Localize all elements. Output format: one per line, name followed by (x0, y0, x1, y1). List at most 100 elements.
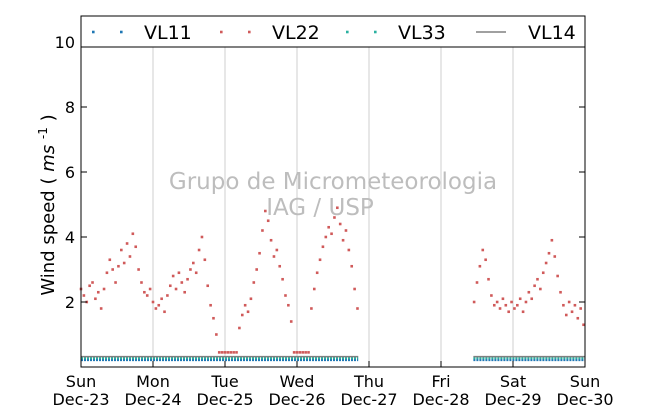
x-tick-weekday: Wed (280, 372, 315, 391)
vl22-point (478, 264, 482, 268)
vl22-point (111, 268, 114, 271)
x-tick-weekday: Tue (210, 372, 238, 391)
vl22-point (321, 245, 325, 249)
vl22-point (143, 290, 146, 294)
vl22-point (562, 303, 565, 307)
y-axis-unit-close: ) (38, 114, 59, 121)
vl22-point (310, 307, 313, 310)
vl22-point (255, 268, 258, 271)
vl22-point (582, 323, 585, 327)
vl22-point (507, 310, 510, 314)
vl22-point (312, 287, 316, 291)
vl22-point (530, 297, 534, 301)
watermark-line-1: Grupo de Micrometeorologia (169, 169, 497, 195)
vl22-point (186, 277, 189, 281)
x-tick-weekday: Mon (136, 372, 170, 391)
vl22-point (94, 297, 97, 301)
vl22-point (492, 303, 496, 307)
vl22-point (261, 229, 264, 232)
vl22-point (215, 333, 218, 336)
x-tick-weekday: Sat (500, 372, 526, 391)
x-tick-weekday: Thu (353, 372, 384, 391)
legend-marker-vl11 (92, 30, 95, 34)
legend-marker-vl33 (346, 30, 349, 34)
legend: VL11 VL22 VL33 VL14 (80, 15, 586, 48)
vl22-point (177, 271, 181, 275)
vl22-point (264, 209, 267, 213)
vl22-point (553, 255, 557, 258)
y-axis-label-text: Wind speed (38, 190, 59, 295)
x-tick-date: Dec-30 (556, 390, 613, 409)
y-axis-unit: ms (38, 145, 59, 172)
vl22-point (171, 274, 175, 278)
vl22-point (307, 351, 310, 354)
vl22-point (266, 219, 270, 223)
vl22-point (547, 251, 551, 255)
vl22-point (573, 303, 577, 307)
vl22-point (284, 294, 287, 297)
grid-lines (152, 16, 514, 367)
watermark-line-2: IAG / USP (266, 195, 374, 221)
vl22-point (472, 300, 476, 304)
vl22-point (330, 232, 333, 236)
vl22-point (475, 281, 479, 284)
vl22-point (91, 281, 94, 284)
vl22-point (516, 303, 519, 307)
vl22-point (350, 264, 354, 268)
vl22-point (183, 290, 186, 294)
vl22-point (168, 284, 172, 288)
vl22-point (481, 248, 485, 252)
y-axis-unit-exponent: -1 (36, 127, 50, 139)
axis-ticks: SunDec-23MonDec-24TueDec-25WedDec-26ThuD… (52, 33, 613, 409)
vl22-point (192, 261, 195, 265)
vl22-point (539, 287, 542, 291)
vl22-point (120, 248, 123, 252)
vl22-point (295, 351, 299, 354)
vl22-point (154, 307, 158, 310)
vl22-point (513, 307, 516, 310)
y-axis-unit-open: ( (38, 178, 59, 185)
vl22-point (550, 238, 554, 242)
vl22-point (246, 310, 250, 314)
vl22-point (570, 310, 574, 314)
vl22-point (117, 264, 120, 268)
x-tick-date: Dec-23 (52, 390, 109, 409)
vl22-point (240, 313, 244, 317)
vl22-point (203, 258, 207, 262)
vl22-point (356, 307, 359, 310)
vl22-point (197, 248, 201, 252)
vl22-point (194, 271, 198, 275)
legend-marker-vl22 (220, 30, 223, 34)
vl22-point (122, 261, 126, 265)
x-tick-date: Dec-28 (412, 390, 469, 409)
vl22-point (82, 294, 86, 297)
vl22-point (105, 271, 109, 275)
vl22-point (140, 281, 143, 284)
vl22-point (564, 313, 568, 317)
vl22-point (318, 258, 322, 262)
vl22-point (108, 258, 112, 262)
legend-marker-vl33 (374, 30, 377, 34)
vl22-point (275, 248, 279, 252)
vl22-point (137, 268, 140, 271)
vl22-point (521, 310, 525, 314)
vl22-point (333, 216, 336, 219)
vl22-point (88, 284, 91, 288)
vl22-point (223, 351, 227, 354)
legend-marker-vl22 (248, 30, 251, 34)
vl22-point (341, 238, 345, 242)
vl22-point (292, 351, 296, 354)
vl22-point (128, 255, 132, 258)
vl22-point (353, 287, 356, 291)
y-tick-label: 4 (65, 228, 75, 247)
y-tick-label: 6 (65, 163, 75, 182)
vl22-point (166, 294, 169, 297)
data-series (79, 206, 585, 362)
vl22-point (559, 290, 562, 294)
vl22-point (484, 258, 487, 262)
vl22-point (238, 326, 241, 330)
vl22-point (252, 281, 256, 284)
vl22-point (504, 303, 508, 307)
vl22-point (272, 255, 276, 258)
